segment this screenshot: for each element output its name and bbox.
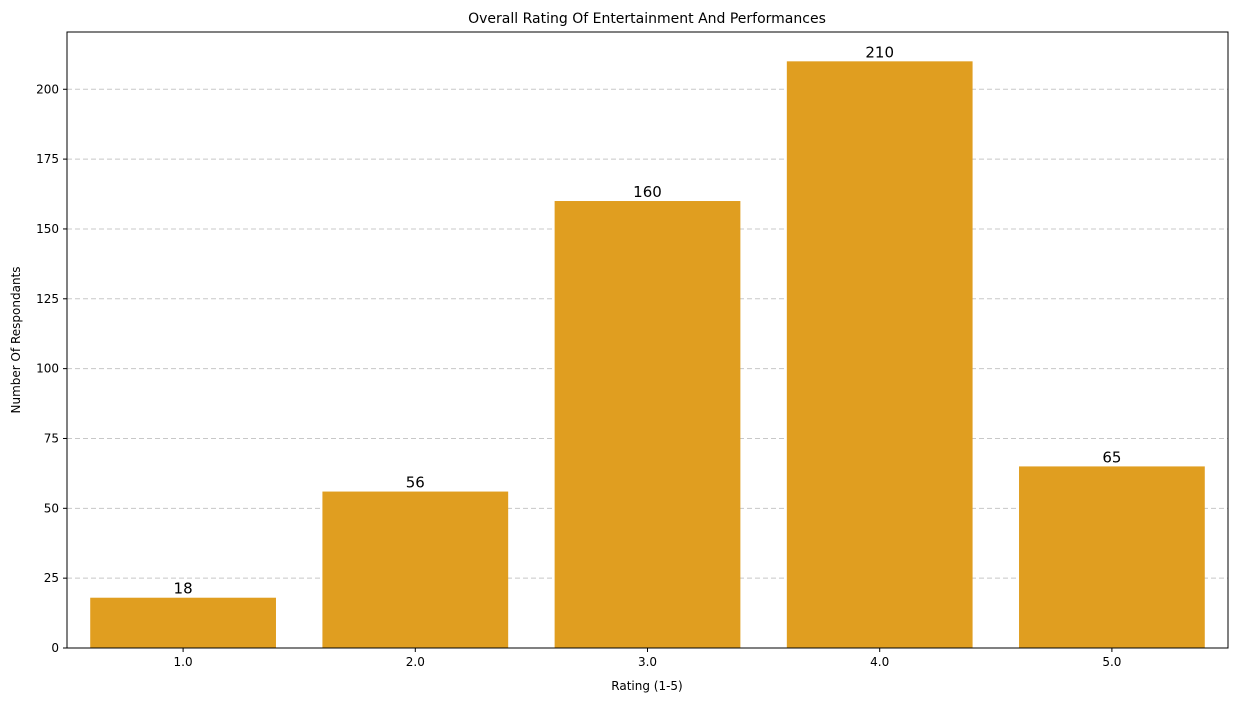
- x-tick-label: 3.0: [638, 655, 657, 669]
- x-tick-label: 4.0: [870, 655, 889, 669]
- bar: [1019, 466, 1205, 648]
- y-tick-label: 125: [36, 292, 59, 306]
- bar: [554, 201, 741, 648]
- y-tick-label: 100: [36, 362, 59, 376]
- chart-title: Overall Rating Of Entertainment And Perf…: [468, 11, 826, 27]
- bar: [90, 597, 276, 648]
- bars: [90, 61, 1205, 649]
- y-tick-label: 150: [36, 222, 59, 236]
- y-tick-label: 175: [36, 152, 59, 166]
- x-axis-title: Rating (1-5): [611, 679, 682, 693]
- plot-frame: [66, 31, 1229, 649]
- y-tick-label: 25: [44, 571, 59, 585]
- x-tick-label: 2.0: [406, 655, 425, 669]
- bar-value-labels: 18 56 160 210 65: [174, 43, 1122, 597]
- bar-value-label: 210: [865, 43, 894, 61]
- bar-value-label: 56: [406, 474, 425, 492]
- y-tick-label: 75: [44, 431, 59, 445]
- x-tick-label: 1.0: [174, 655, 193, 669]
- bar-value-label: 65: [1102, 448, 1121, 466]
- axes: 0 25 50 75 100 125 150 175 200 1.0 2.0 3.0 4.0 5.0: [36, 31, 1229, 669]
- bar-value-label: 160: [633, 183, 662, 201]
- y-tick-label: 200: [36, 82, 59, 96]
- bar: [322, 491, 509, 648]
- y-tick-label: 50: [44, 501, 59, 515]
- y-axis-title: Number Of Respondants: [9, 266, 23, 413]
- y-tick-label: 0: [51, 641, 59, 655]
- bar-value-label: 18: [174, 580, 193, 598]
- bar: [786, 61, 973, 649]
- x-tick-label: 5.0: [1102, 655, 1121, 669]
